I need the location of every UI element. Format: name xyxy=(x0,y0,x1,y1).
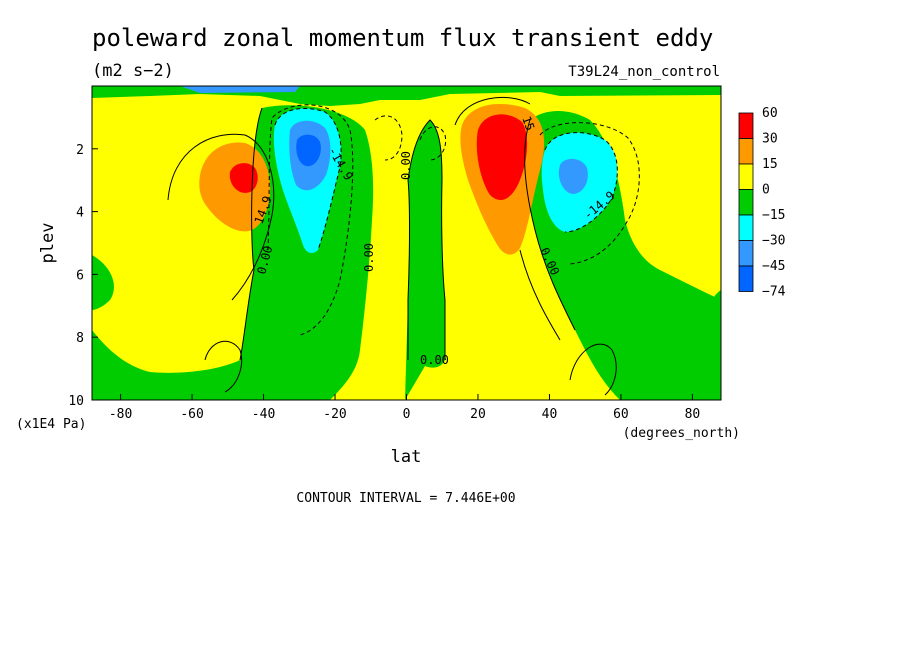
x-tick-label: -40 xyxy=(252,407,275,422)
y-units: (x1E4 Pa) xyxy=(16,417,86,432)
chart-units: (m2 s−2) xyxy=(92,61,174,81)
contour-zero-eq xyxy=(407,119,446,360)
x-tick-label: -20 xyxy=(323,407,346,422)
pos-red-nh xyxy=(476,114,528,200)
contour-nh-thin xyxy=(519,249,561,341)
clabel-zero-eq-low: 0.00 xyxy=(420,353,449,367)
contour-nh-low xyxy=(569,343,617,396)
x-tick-label: -60 xyxy=(180,407,203,422)
y-tick-label: 6 xyxy=(76,268,84,283)
contour-zero-sh xyxy=(239,107,263,361)
x-axis-title: lat xyxy=(391,447,422,467)
contour-pos-sh-outer xyxy=(167,133,275,301)
clabel-nh-pos: 15 xyxy=(519,114,537,132)
colorbar-swatch xyxy=(738,112,754,139)
colorbar-swatch xyxy=(738,138,754,165)
contour-field: 14.9 -14.9 0.00 0.00 0.00 0.00 0.00 15 -… xyxy=(92,86,721,400)
colorbar-swatch xyxy=(738,265,754,292)
colorbar-label: −74 xyxy=(762,285,786,300)
neg-region-west xyxy=(92,255,114,310)
y-tick-label: 2 xyxy=(76,143,84,158)
x-tick-label: 60 xyxy=(613,407,629,422)
x-tick-label: 80 xyxy=(685,407,701,422)
neg-region-eq xyxy=(405,120,445,400)
y-tick-label: 10 xyxy=(68,394,84,409)
contour-neg-eq2 xyxy=(419,126,447,161)
contour-pos-nh-outer xyxy=(454,96,531,126)
neg-region-east xyxy=(707,290,721,355)
colorbar-label: −30 xyxy=(762,234,785,249)
clabel-zero-sh2: 0.00 xyxy=(362,243,376,272)
contour-neg-nh-outer xyxy=(539,122,640,265)
x-axis: -80 -60 -40 -20 0 20 40 60 80 xyxy=(109,394,700,422)
pos-red-sh xyxy=(229,163,258,193)
colorbar-label: 60 xyxy=(762,106,778,121)
contour-sh-low xyxy=(204,340,243,393)
colorbar-swatch xyxy=(738,214,754,241)
colorbar-swatch xyxy=(738,163,754,190)
neg-deep-sh xyxy=(296,134,321,167)
x-tick-label: -80 xyxy=(109,407,132,422)
y-axis: 2 4 6 8 10 xyxy=(68,143,98,409)
y-tick-label: 4 xyxy=(76,206,84,221)
colorbar-label: −45 xyxy=(762,259,785,274)
colorbar-swatch xyxy=(738,240,754,267)
y-tick-label: 8 xyxy=(76,331,84,346)
y-axis-title: plev xyxy=(38,223,58,264)
experiment-label: T39L24_non_control xyxy=(568,64,720,80)
x-tick-label: 0 xyxy=(403,407,411,422)
colorbar-label: 15 xyxy=(762,157,778,172)
contour-neg-nh xyxy=(544,132,618,233)
colorbar-swatch xyxy=(738,189,754,216)
clabel-zero-eq: 0.00 xyxy=(399,151,413,180)
contour-zero-nh xyxy=(524,119,576,331)
contour-neg-sh xyxy=(274,107,342,251)
x-units: (degrees_north) xyxy=(623,426,740,441)
neg-mid-nh xyxy=(558,158,588,194)
colorbar-label: 0 xyxy=(762,183,770,198)
contour-neg-sh-outer xyxy=(267,104,354,336)
colorbar-label: 30 xyxy=(762,132,778,147)
contour-neg-eq xyxy=(374,115,403,161)
colorbar: 60 30 15 0 −15 −30 −45 −74 xyxy=(738,106,786,300)
x-tick-label: 20 xyxy=(470,407,486,422)
colorbar-label: −15 xyxy=(762,208,785,223)
x-tick-label: 40 xyxy=(542,407,558,422)
contour-interval: CONTOUR INTERVAL = 7.446E+00 xyxy=(296,491,515,506)
chart-title: poleward zonal momentum flux transient e… xyxy=(92,24,713,52)
neg-top-strip xyxy=(180,86,300,93)
